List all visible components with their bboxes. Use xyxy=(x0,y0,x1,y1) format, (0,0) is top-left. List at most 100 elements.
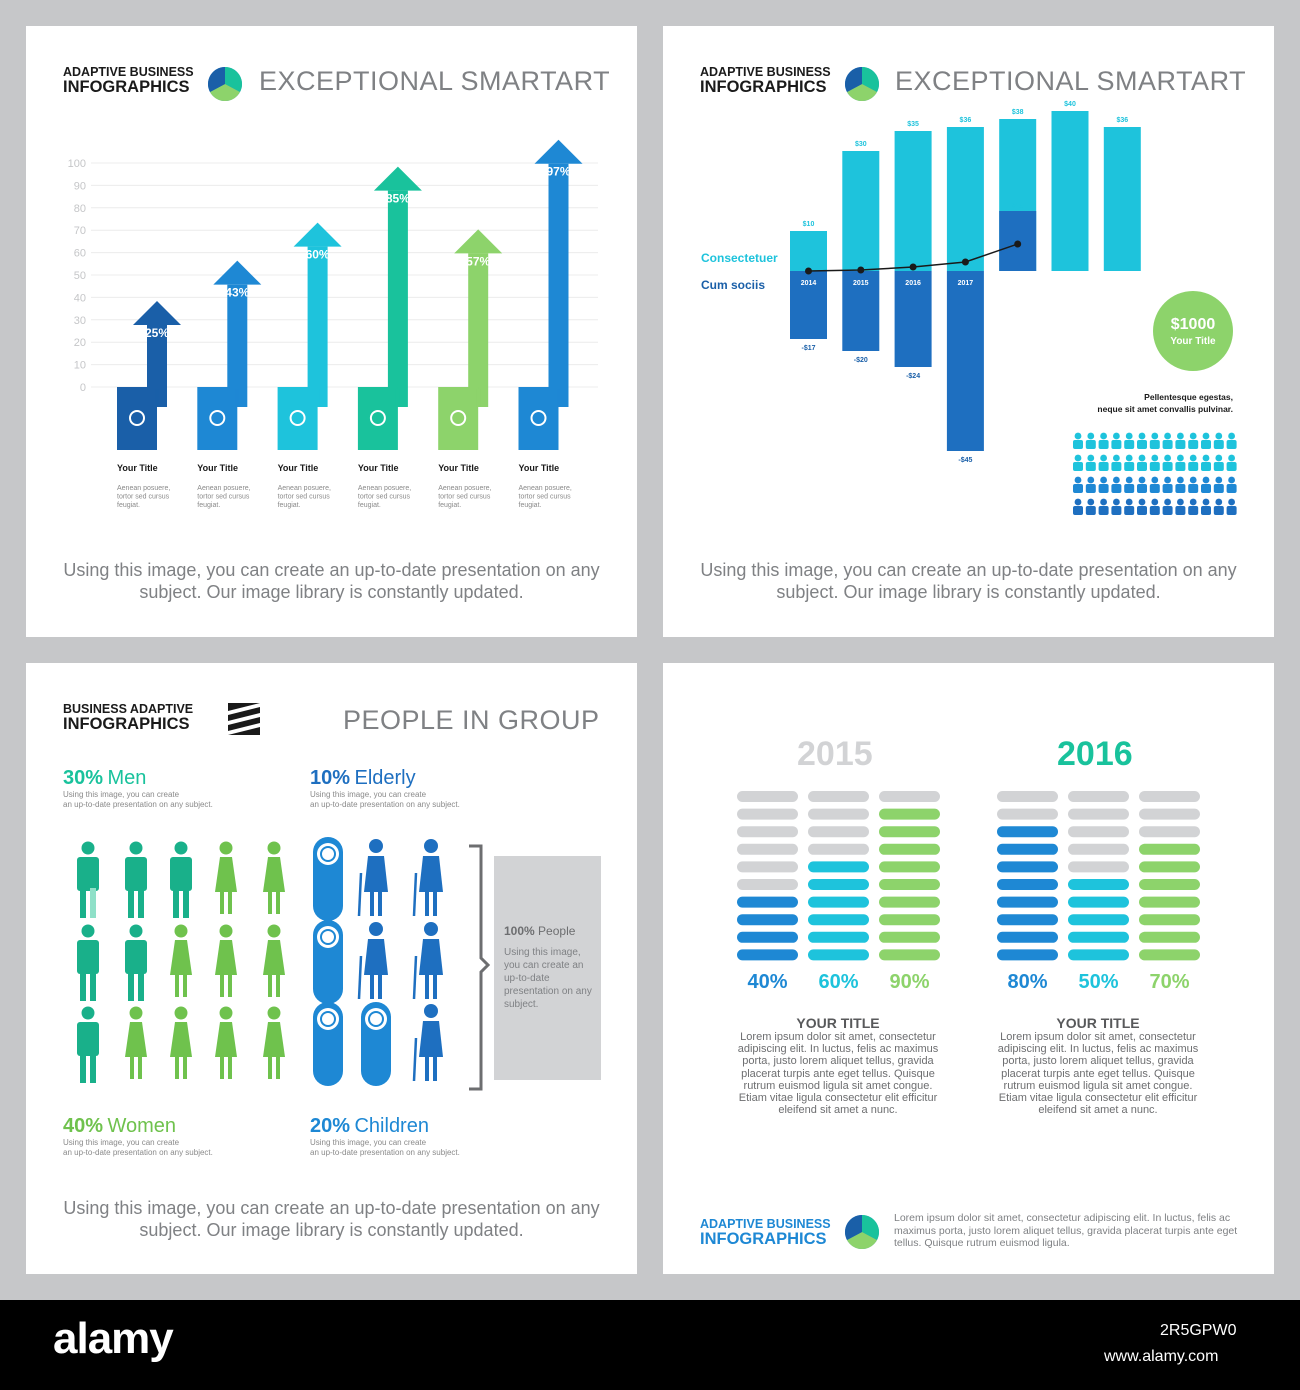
pill-segment xyxy=(1139,896,1200,908)
woman-leg xyxy=(183,1057,187,1079)
person-body xyxy=(1213,484,1224,493)
elderly-leg xyxy=(425,892,429,916)
group-pct: 30% xyxy=(63,767,104,789)
woman-body xyxy=(215,857,237,892)
man-body xyxy=(77,1022,99,1056)
y-tick-label: 40 xyxy=(74,292,86,304)
person-body xyxy=(1124,506,1135,515)
man-leg xyxy=(183,888,189,918)
person-icon xyxy=(1087,498,1095,506)
panel-heading: PEOPLE IN GROUP xyxy=(343,705,600,735)
person-icon xyxy=(1087,454,1095,462)
man-icon xyxy=(174,841,188,855)
cane-icon xyxy=(412,955,418,1000)
person-icon xyxy=(1138,498,1146,506)
pill-value-label: 80% xyxy=(1007,971,1047,993)
bar-year-label: 2016 xyxy=(905,280,921,287)
panel-year-comparison: 2015 2016 40% 60% 90% 80% 50% 70% YOUR TITLE … xyxy=(663,663,1274,1274)
group-desc-2: an up-to-date presentation on any subjec… xyxy=(63,1148,213,1157)
pill-segment xyxy=(879,808,940,820)
y-tick-label: 60 xyxy=(74,248,86,260)
bar-top-label: $36 xyxy=(1116,117,1128,124)
elderly-icon xyxy=(424,1004,438,1018)
person-body xyxy=(1162,440,1173,449)
bar-year-label: 2019 xyxy=(1062,280,1078,287)
person-icon xyxy=(1113,498,1120,506)
woman-leg xyxy=(220,1057,224,1079)
person-icon xyxy=(1215,432,1223,440)
man-body xyxy=(170,857,192,891)
bar-bottom-label: -$20 xyxy=(854,357,868,364)
bar-top-label: $10 xyxy=(803,221,815,228)
pill-segment xyxy=(1068,949,1129,961)
card-fold xyxy=(235,389,240,407)
arrow-shaft xyxy=(227,284,248,407)
money-bag-icon xyxy=(450,410,467,426)
item-desc: tortor sed cursus xyxy=(358,494,411,501)
item-title: Your Title xyxy=(519,463,560,473)
person-icon xyxy=(1164,476,1171,484)
person-icon xyxy=(1113,476,1120,484)
group-pct: 20% xyxy=(310,1115,351,1137)
pill-segment xyxy=(1068,861,1129,873)
woman-leg xyxy=(276,1057,280,1079)
card-fold xyxy=(556,389,561,407)
bar-year-label: 2014 xyxy=(801,280,817,287)
elderly-leg xyxy=(425,975,429,999)
cane-icon xyxy=(412,872,418,917)
alamy-logo: alamy xyxy=(53,1314,174,1363)
cane-icon xyxy=(412,1037,418,1082)
person-body xyxy=(1175,506,1186,515)
item-desc: tortor sed cursus xyxy=(438,494,491,501)
arrow-shaft xyxy=(468,253,489,407)
clock-icon xyxy=(209,410,226,426)
icon-card xyxy=(277,387,318,450)
pill-segment xyxy=(1068,791,1129,802)
item-title: Your Title xyxy=(117,463,158,473)
item-title: Your Title xyxy=(197,463,238,473)
pill-segment xyxy=(997,879,1058,890)
legend-consectetuer: Consectetuer xyxy=(701,251,778,265)
pill-segment xyxy=(997,861,1058,873)
woman-leg xyxy=(228,1057,232,1079)
pill-segment xyxy=(1068,826,1129,838)
bar-year-label: 2017 xyxy=(958,280,974,287)
site-url: www.alamy.com xyxy=(1104,1348,1219,1365)
person-body xyxy=(1085,440,1096,449)
person-body xyxy=(1226,462,1237,471)
bracket-icon xyxy=(469,844,491,1091)
pill-segment xyxy=(808,861,869,873)
brand-line-1: ADAPTIVE BUSINESS xyxy=(700,1217,831,1231)
panel-arrow-chart: ADAPTIVE BUSINESS INFOGRAPHICS EXCEPTION… xyxy=(26,26,637,637)
pill-segment xyxy=(1139,791,1200,802)
woman-icon xyxy=(219,1006,233,1020)
brand-line-1: BUSINESS ADAPTIVE xyxy=(63,702,194,716)
pill-segment xyxy=(737,931,798,943)
pill-segment xyxy=(737,914,798,926)
pill-segment xyxy=(808,914,869,926)
panel-stacked-bar-chart: ADAPTIVE BUSINESS INFOGRAPHICS EXCEPTION… xyxy=(663,26,1274,637)
pill-value-label: 60% xyxy=(818,971,858,993)
man-icon xyxy=(129,924,143,938)
person-body xyxy=(1124,484,1135,493)
woman-leg xyxy=(138,1057,142,1079)
arrow-shaft xyxy=(147,325,167,407)
elderly-leg xyxy=(425,1057,429,1081)
group-elderly: 10% Elderly Using this image, you can cr… xyxy=(310,767,460,810)
woman-leg xyxy=(220,892,224,914)
text-block-2015: YOUR TITLE Lorem ipsum dolor sit amet, c… xyxy=(737,1015,939,1116)
person-body xyxy=(1213,506,1224,515)
elderly-body xyxy=(419,939,443,975)
pill-value-label: 90% xyxy=(889,971,929,993)
pill-segment xyxy=(1139,843,1200,855)
bubble-title: Your Title xyxy=(1170,336,1216,347)
person-body xyxy=(1111,440,1122,449)
brand-line-2: INFOGRAPHICS xyxy=(700,78,827,97)
person-icon xyxy=(1100,454,1107,462)
pill-segment xyxy=(879,861,940,873)
person-body xyxy=(1124,462,1135,471)
brand-line-1: ADAPTIVE BUSINESS xyxy=(700,65,831,79)
elderly-leg xyxy=(370,975,374,999)
search-icon xyxy=(530,410,547,426)
item-desc: feugiat. xyxy=(117,502,140,509)
